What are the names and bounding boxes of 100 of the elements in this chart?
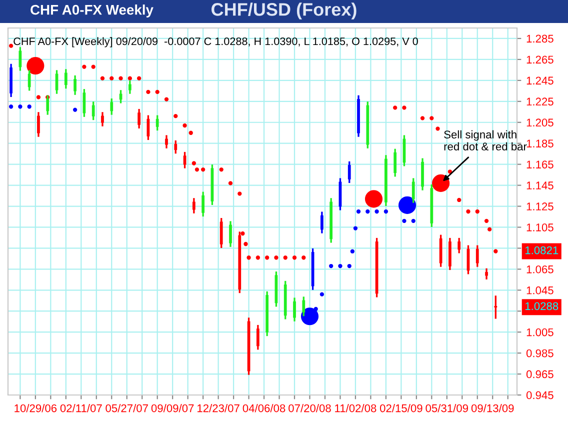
point: [146, 90, 150, 94]
point: [494, 249, 498, 254]
annotation: Sell signal with red dot & red bar: [444, 130, 527, 150]
point: [219, 167, 224, 172]
point: [484, 218, 489, 224]
point: [238, 192, 242, 196]
x-tick-label: 07/20/08: [288, 404, 331, 412]
candlestick: [412, 178, 415, 203]
point: [246, 256, 251, 260]
y-tick-label: 1.225: [526, 98, 554, 106]
y-tick-label: 1.145: [526, 182, 554, 190]
candlestick: [394, 148, 397, 177]
x-tick-label: 09/13/09: [471, 404, 514, 412]
candlestick: [110, 98, 114, 115]
point: [194, 167, 200, 172]
x-tick-label: 02/11/07: [60, 404, 102, 412]
chart-title: CHF/USD (Forex): [212, 2, 356, 20]
point: [8, 44, 14, 48]
candlestick: [64, 69, 68, 89]
candlestick: [220, 218, 223, 248]
candlestick: [485, 268, 488, 280]
x-tick-label: 10/29/06: [14, 404, 57, 412]
point: [411, 218, 416, 224]
point: [118, 76, 123, 80]
candlestick: [101, 112, 104, 126]
point: [292, 256, 297, 260]
candlestick: [320, 212, 324, 234]
point: [457, 198, 462, 202]
point: [283, 256, 288, 260]
point: [91, 64, 96, 69]
point: [338, 264, 342, 268]
point: [82, 64, 86, 69]
point: [420, 116, 425, 120]
point: [402, 106, 406, 110]
point: [192, 161, 196, 166]
point: [350, 249, 354, 254]
candlestick: [174, 140, 178, 154]
point: [182, 123, 187, 128]
y-tick-label: 1.245: [526, 76, 554, 85]
point: [356, 209, 361, 214]
candlestick: [192, 198, 196, 214]
x-tick-label: 05/31/09: [426, 404, 468, 412]
point: [27, 104, 32, 109]
point: [240, 231, 245, 236]
candlestick: [293, 298, 296, 322]
point: [302, 256, 306, 260]
candlestick: [28, 70, 31, 91]
candlestick: [119, 90, 122, 104]
y-tick-label: 0.985: [526, 349, 554, 358]
point: [274, 256, 278, 260]
point: [256, 256, 260, 260]
text: CHF A0-FX [Weekly] 09/20/09 -0.0007 C 1.0288, H 1.0390, L 1.0185, O 1.0295, V 0: [14, 37, 418, 48]
candlestick: [138, 108, 140, 128]
candlestick: [229, 221, 232, 247]
y-tick-label: 1.105: [526, 223, 554, 232]
point: [487, 227, 492, 232]
point: [188, 130, 193, 135]
point: [366, 209, 370, 214]
point: [448, 170, 452, 174]
point: [200, 167, 206, 172]
y-tick-label: 0.965: [526, 370, 554, 378]
point: [384, 209, 388, 214]
candlestick: [476, 245, 479, 267]
point: [228, 181, 233, 186]
y-tick-label: 1.005: [526, 328, 554, 336]
point: [100, 76, 105, 80]
candlestick: [74, 75, 76, 95]
point: [8, 104, 14, 109]
point: [374, 209, 379, 214]
point: [164, 97, 169, 102]
candlestick: [128, 80, 132, 94]
point: [402, 218, 406, 224]
point: [393, 106, 398, 110]
x-tick-label: 12/23/07: [198, 404, 240, 412]
y-tick-label: 1.265: [526, 56, 554, 64]
point: [466, 209, 470, 214]
annotation: 1.0288: [525, 302, 558, 310]
candlestick: [348, 161, 351, 183]
y-tick-label: 0.945: [526, 391, 554, 400]
text: CHF A0-FX Weekly: [30, 4, 154, 18]
candlestick: [156, 115, 159, 131]
candlestick: [458, 238, 461, 254]
candlestick: [302, 296, 306, 316]
point: [436, 126, 440, 131]
x-tick-label: 05/27/07: [106, 404, 148, 412]
candlestick: [92, 102, 95, 120]
candlestick: [202, 192, 205, 217]
point: [128, 76, 132, 80]
x-tick-label: 04/06/08: [242, 404, 286, 412]
y-tick-label: 1.165: [526, 160, 554, 168]
y-tick-label: 1.045: [526, 286, 554, 294]
point: [320, 292, 324, 296]
y-tick-label: 1.285: [526, 34, 554, 43]
y-tick-label: 1.185: [526, 140, 554, 148]
y-tick-label: 1.205: [526, 118, 554, 127]
point: [347, 264, 352, 268]
point: [110, 76, 114, 80]
candlestick: [37, 112, 40, 137]
point: [353, 226, 358, 230]
point: [72, 108, 78, 112]
